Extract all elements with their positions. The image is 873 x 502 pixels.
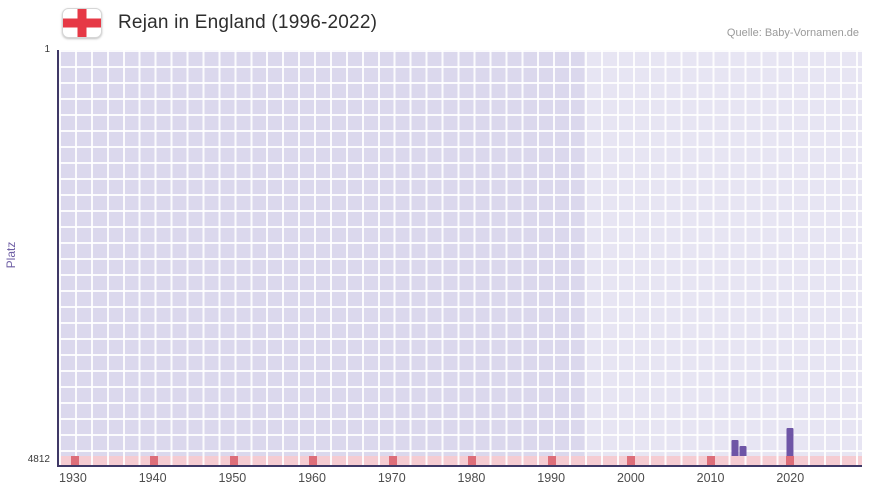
- x-tick-label: 1940: [138, 471, 167, 485]
- decade-marker: [388, 456, 397, 465]
- x-tick-label: 2010: [696, 471, 725, 485]
- highlight-region: [583, 50, 862, 456]
- x-tick-label: 2000: [616, 471, 645, 485]
- y-tick-bottom: 4812: [27, 454, 50, 465]
- x-tick-label: 1970: [377, 471, 406, 485]
- decade-marker: [229, 456, 238, 465]
- x-tick-label: 1930: [59, 471, 87, 485]
- chart-header: Rejan in England (1996-2022): [62, 8, 377, 38]
- decade-marker: [786, 456, 795, 465]
- x-tick-label: 1950: [218, 471, 247, 485]
- source-attribution: Quelle: Baby-Vornamen.de: [726, 27, 859, 39]
- plot-area: [57, 50, 862, 467]
- y-axis-label: Platz: [4, 241, 18, 269]
- plot-grid: [59, 50, 862, 456]
- bars-layer: [59, 50, 862, 456]
- decade-marker: [70, 456, 79, 465]
- x-tick-label: 1980: [457, 471, 486, 485]
- rank-bar-2014[interactable]: [739, 445, 747, 456]
- decade-marker: [150, 456, 159, 465]
- chart-title: Rejan in England (1996-2022): [118, 12, 378, 33]
- decade-marker: [547, 456, 556, 465]
- decade-marker: [706, 456, 715, 465]
- rank-bar-2013[interactable]: [731, 439, 739, 456]
- x-tick-labels: 1930 1940 1950 1960 1970 1980 1990 2000 2010 2020: [57, 471, 862, 491]
- y-tick-top: 1: [44, 44, 50, 55]
- x-tick-label: 2020: [776, 471, 805, 485]
- x-tick-label: 1960: [298, 471, 326, 485]
- rank-bar-2020[interactable]: [786, 427, 794, 456]
- decade-marker: [468, 456, 477, 465]
- x-axis-strip: [59, 456, 862, 465]
- x-tick-label: 1990: [537, 471, 566, 485]
- england-flag-icon: [62, 8, 102, 38]
- decade-marker: [309, 456, 318, 465]
- decade-marker: [627, 456, 636, 465]
